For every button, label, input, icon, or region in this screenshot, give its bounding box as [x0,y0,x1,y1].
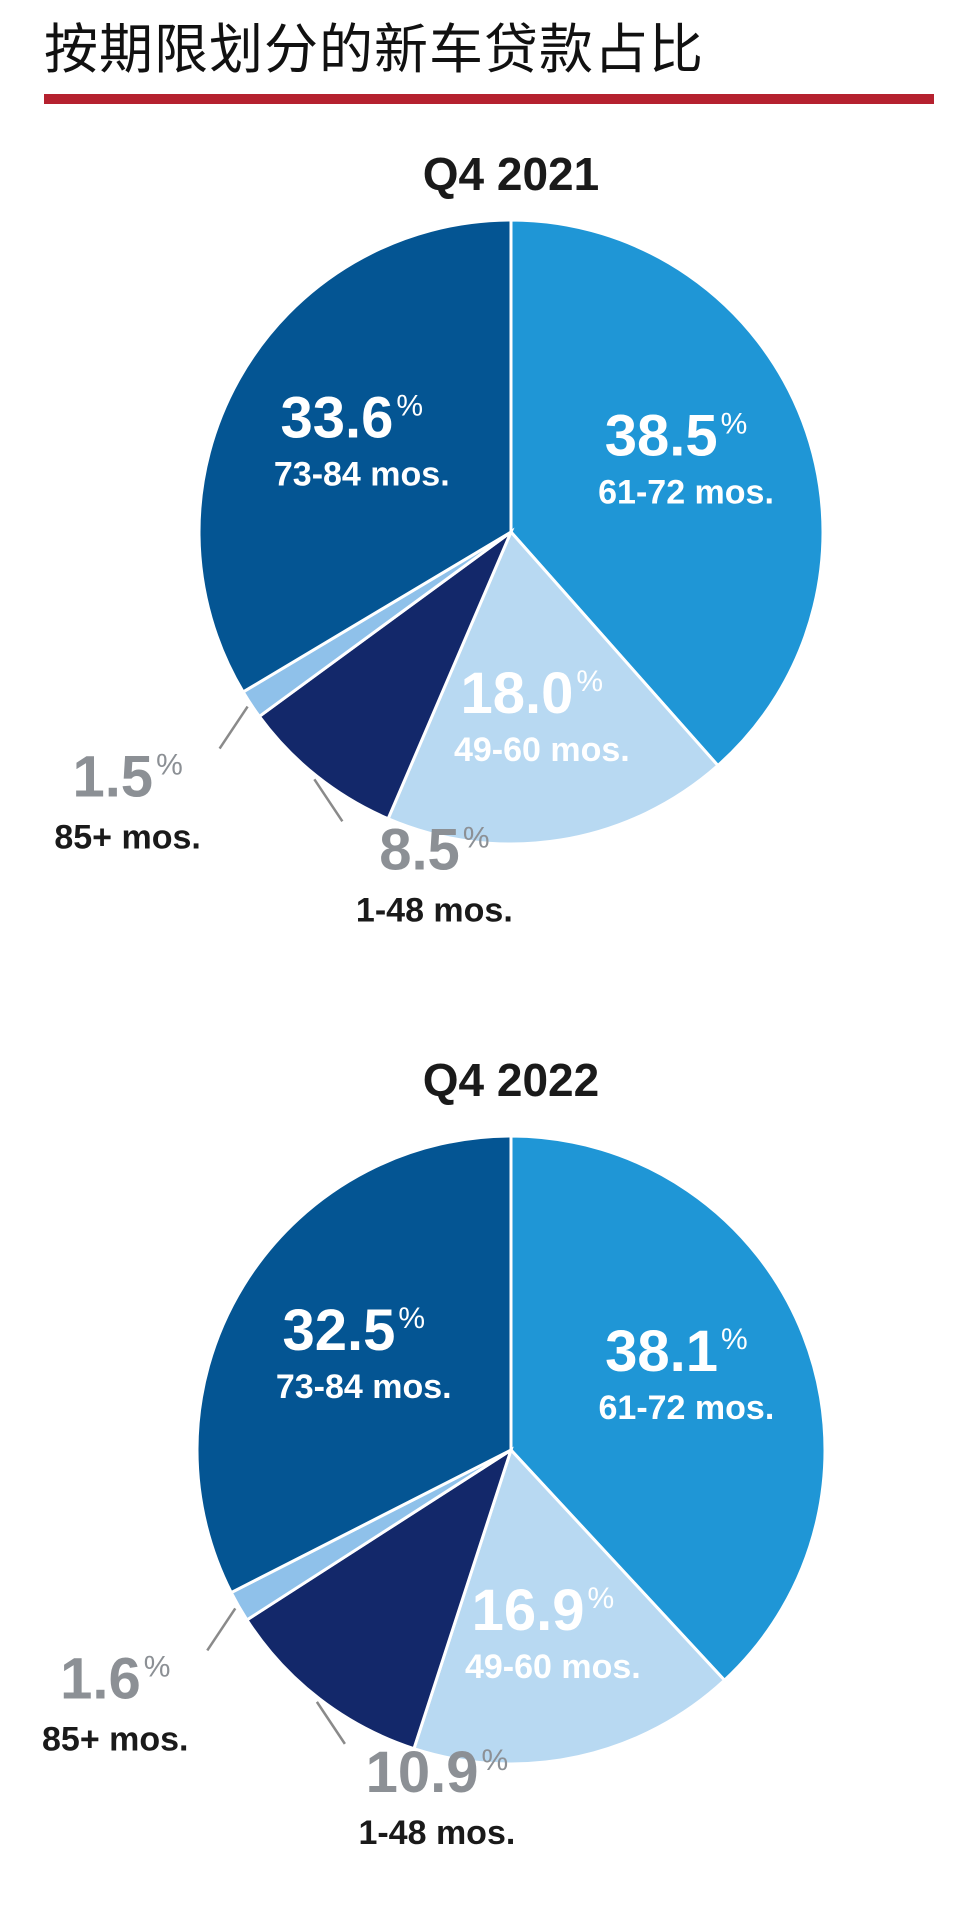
data-label-category: 73-84 mos. [276,1368,452,1406]
data-label-value: 8.5% [379,817,489,882]
pie-chart-q4-2021: Q4 2021 38.5 % 61-72 mos. 18.0 % 49-60 mos. 8.5… [54,148,825,929]
data-label-value: 18.0% [461,661,604,726]
data-label-value: 33.6% [280,385,423,450]
data-label-category: 61-72 mos. [599,1389,775,1427]
data-label-category: 1-48 mos. [356,891,513,929]
data-label-value: 1.5% [72,745,182,810]
leader-line [315,1701,346,1745]
pie-slice-1-48-mos [244,1446,514,1751]
pie-slice-61-72-mos [509,218,825,768]
pie-slice-49-60-mos [412,1447,727,1766]
data-label-value: 10.9% [366,1740,509,1805]
data-label-category: 1-48 mos. [358,1814,515,1852]
pie-slice-1-48-mos [257,527,515,821]
data-label-category: 85+ mos. [42,1720,188,1758]
pie-slice-73-84-mos [195,1134,513,1595]
data-label-category: 49-60 mos. [454,731,630,769]
data-label-category: 85+ mos. [54,819,200,857]
chart-title: Q4 2021 [423,148,599,200]
data-label-value: 16.9% [472,1578,615,1643]
data-label-category: 61-72 mos. [598,474,774,512]
leader-line [218,705,249,750]
pie-slice-49-60-mos [386,529,721,846]
leader-line [313,778,344,823]
title-rule [44,94,934,104]
pie-slice-61-72-mos [509,1134,827,1683]
chart-title: Q4 2022 [423,1054,599,1106]
data-label-category: 49-60 mos. [465,1648,641,1686]
data-label-value: 38.1% [605,1319,748,1384]
data-label-value: 38.5% [605,404,748,469]
leader-line [206,1607,237,1652]
pie-chart-q4-2022: Q4 2022 38.1 % 61-72 mos. 16.9 % 49-60 mos. 10.… [42,1054,827,1852]
page-title: 按期限划分的新车贷款占比 [44,18,704,81]
pie-slice-73-84-mos [197,218,513,694]
data-label-value: 32.5% [282,1298,425,1363]
data-label-value: 1.6% [60,1646,170,1711]
data-label-category: 73-84 mos. [274,455,450,493]
